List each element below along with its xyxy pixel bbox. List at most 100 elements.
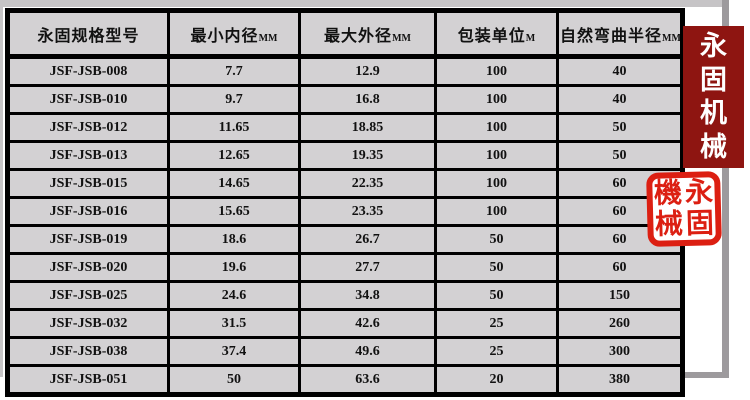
column-header-unit: MM	[258, 32, 278, 44]
seal-character: 固	[685, 207, 715, 240]
spec-table: 永固规格型号 最小内径MM 最大外径MM 包装单位M 自然弯曲半径MM JSF-JSB-…	[5, 8, 685, 397]
column-header-4: 自然弯曲半径MM	[556, 9, 684, 59]
value-cell: 100	[434, 196, 559, 227]
value-cell: 100	[434, 55, 559, 87]
seal-right-column: 永固	[683, 177, 716, 240]
model-cell: JSF-JSB-020	[6, 252, 170, 283]
value-cell: 150	[556, 280, 684, 311]
table-row: JSF-JSB-008 7.7 12.9 100 40	[6, 55, 684, 87]
column-header-2: 最大外径MM	[298, 9, 437, 59]
value-cell: 27.7	[298, 252, 437, 283]
value-cell: 50	[556, 112, 684, 143]
panel-border-bottom	[680, 372, 729, 378]
value-cell: 380	[556, 364, 684, 396]
column-header-unit: MM	[392, 32, 411, 44]
table-row: JSF-JSB-013 12.65 19.35 100 50	[6, 140, 684, 171]
value-cell: 23.35	[298, 196, 437, 227]
value-cell: 37.4	[167, 336, 301, 367]
seal-character: 械	[654, 208, 684, 241]
value-cell: 24.6	[167, 280, 301, 311]
model-cell: JSF-JSB-010	[6, 84, 170, 115]
panel-border-left	[0, 0, 3, 377]
spec-table-head: 永固规格型号 最小内径MM 最大外径MM 包装单位M 自然弯曲半径MM	[6, 9, 684, 59]
value-cell: 300	[556, 336, 684, 367]
table-row: JSF-JSB-051 50 63.6 20 380	[6, 364, 684, 396]
value-cell: 25	[434, 308, 559, 339]
value-cell: 100	[434, 84, 559, 115]
value-cell: 260	[556, 308, 684, 339]
value-cell: 42.6	[298, 308, 437, 339]
panel-border-right	[722, 0, 729, 378]
seal-character: 永	[684, 176, 714, 209]
model-cell: JSF-JSB-025	[6, 280, 170, 311]
banner-character: 械	[700, 132, 727, 163]
column-header-label: 永固规格型号	[37, 27, 140, 45]
column-header-unit: MM	[662, 32, 681, 44]
model-cell: JSF-JSB-012	[6, 112, 170, 143]
banner-character: 机	[700, 98, 727, 129]
model-cell: JSF-JSB-015	[6, 168, 170, 199]
value-cell: 15.65	[167, 196, 301, 227]
table-row: JSF-JSB-012 11.65 18.85 100 50	[6, 112, 684, 143]
panel-border-top	[0, 0, 729, 7]
model-cell: JSF-JSB-019	[6, 224, 170, 255]
value-cell: 50	[434, 280, 559, 311]
value-cell: 100	[434, 168, 559, 199]
table-row: JSF-JSB-020 19.6 27.7 50 60	[6, 252, 684, 283]
value-cell: 100	[434, 112, 559, 143]
value-cell: 31.5	[167, 308, 301, 339]
value-cell: 11.65	[167, 112, 301, 143]
value-cell: 9.7	[167, 84, 301, 115]
table-row: JSF-JSB-010 9.7 16.8 100 40	[6, 84, 684, 115]
value-cell: 16.8	[298, 84, 437, 115]
column-header-label: 包装单位	[457, 27, 526, 45]
value-cell: 50	[167, 364, 301, 396]
column-header-label: 自然弯曲半径	[560, 27, 663, 45]
column-header-label: 最小内径	[190, 27, 259, 45]
value-cell: 12.9	[298, 55, 437, 87]
value-cell: 19.35	[298, 140, 437, 171]
value-cell: 40	[556, 55, 684, 87]
vertical-banner: 永固机械	[683, 26, 744, 168]
value-cell: 18.6	[167, 224, 301, 255]
value-cell: 40	[556, 84, 684, 115]
banner-character: 固	[700, 64, 727, 95]
model-cell: JSF-JSB-008	[6, 55, 170, 87]
value-cell: 49.6	[298, 336, 437, 367]
value-cell: 50	[434, 252, 559, 283]
model-cell: JSF-JSB-013	[6, 140, 170, 171]
value-cell: 20	[434, 364, 559, 396]
table-row: JSF-JSB-032 31.5 42.6 25 260	[6, 308, 684, 339]
value-cell: 12.65	[167, 140, 301, 171]
column-header-3: 包装单位M	[434, 9, 559, 59]
table-row: JSF-JSB-025 24.6 34.8 50 150	[6, 280, 684, 311]
column-header-0: 永固规格型号	[6, 9, 170, 59]
value-cell: 60	[556, 252, 684, 283]
seal-left-column: 機械	[652, 178, 685, 241]
column-header-unit: M	[525, 32, 536, 44]
table-row: JSF-JSB-015 14.65 22.35 100 60	[6, 168, 684, 199]
model-cell: JSF-JSB-051	[6, 364, 170, 396]
seal-character: 機	[653, 177, 683, 210]
value-cell: 100	[434, 140, 559, 171]
table-row: JSF-JSB-016 15.65 23.35 100 60	[6, 196, 684, 227]
table-row: JSF-JSB-019 18.6 26.7 50 60	[6, 224, 684, 255]
value-cell: 22.35	[298, 168, 437, 199]
value-cell: 63.6	[298, 364, 437, 396]
model-cell: JSF-JSB-032	[6, 308, 170, 339]
table-row: JSF-JSB-038 37.4 49.6 25 300	[6, 336, 684, 367]
table-header-row: 永固规格型号 最小内径MM 最大外径MM 包装单位M 自然弯曲半径MM	[6, 9, 684, 59]
banner-character: 永	[700, 30, 727, 61]
model-cell: JSF-JSB-016	[6, 196, 170, 227]
value-cell: 7.7	[167, 55, 301, 87]
value-cell: 19.6	[167, 252, 301, 283]
value-cell: 25	[434, 336, 559, 367]
value-cell: 50	[434, 224, 559, 255]
value-cell: 34.8	[298, 280, 437, 311]
column-header-1: 最小内径MM	[167, 9, 301, 59]
value-cell: 18.85	[298, 112, 437, 143]
value-cell: 50	[556, 140, 684, 171]
company-seal: 機械 永固	[646, 171, 722, 247]
table-body: JSF-JSB-008 7.7 12.9 100 40 JSF-JSB-010 9.7 16.…	[6, 55, 684, 396]
